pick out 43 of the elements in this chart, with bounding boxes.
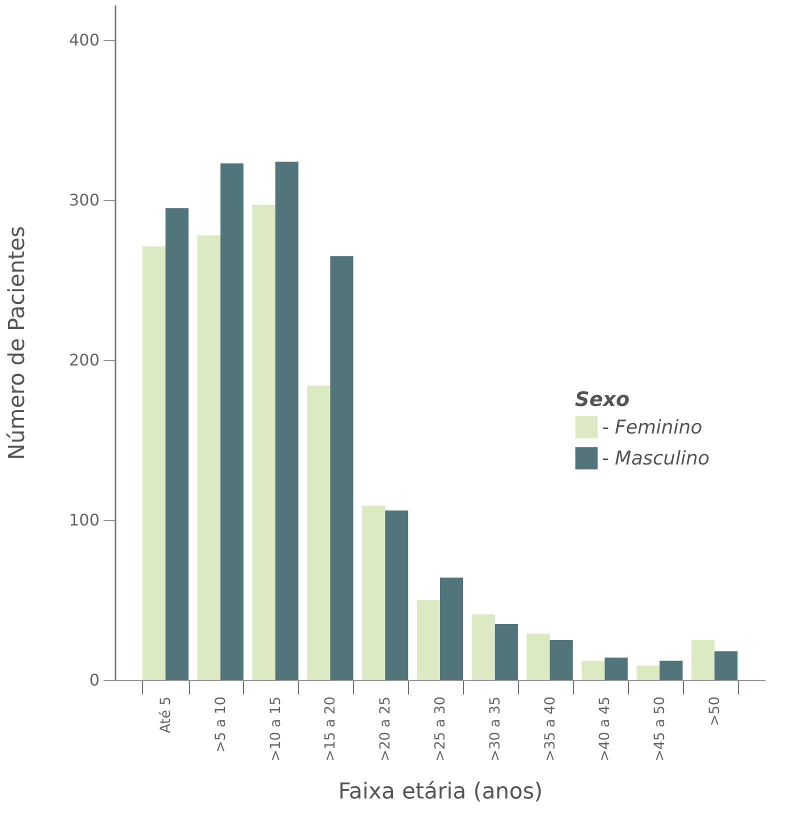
bar (275, 162, 298, 680)
x-tick-label: >10 a 15 (268, 696, 284, 762)
bar (252, 204, 276, 680)
bar (526, 634, 550, 680)
bar (330, 256, 354, 680)
x-tick-label: >35 a 40 (542, 696, 558, 762)
x-tick-label: >20 a 25 (378, 696, 394, 762)
x-tick-label: >25 a 30 (432, 696, 448, 762)
bar (472, 614, 495, 680)
bar (691, 640, 714, 680)
y-tick-label: 100 (68, 510, 100, 530)
y-tick-label: 300 (68, 190, 100, 210)
x-axis-title: Faixa etária (anos) (338, 779, 543, 804)
bar (220, 163, 244, 680)
bar (197, 235, 220, 680)
y-axis-title: Número de Pacientes (4, 226, 30, 460)
bar (636, 666, 660, 680)
bar (416, 600, 440, 680)
x-tick-label: >5 a 10 (212, 696, 229, 752)
x-tick-label: >15 a 20 (322, 696, 339, 762)
y-tick-label: 400 (68, 30, 100, 50)
bar (550, 640, 573, 680)
legend-label: - Masculino (602, 447, 710, 470)
legend-title: Sexo (575, 386, 630, 411)
bar (440, 578, 464, 680)
bar (166, 208, 189, 680)
bar (582, 660, 605, 680)
bar (660, 660, 683, 680)
bar (307, 386, 330, 680)
bar (604, 658, 628, 680)
x-tick-label: >30 a 35 (487, 696, 504, 762)
x-tick-label: >45 a 50 (652, 696, 668, 762)
y-tick-label: 0 (89, 670, 100, 690)
x-tick-label: >50 (706, 696, 723, 726)
bar (362, 506, 386, 680)
bar (385, 510, 408, 680)
bar (494, 624, 518, 680)
bar (142, 246, 166, 680)
bar (714, 651, 738, 680)
x-tick-label: Até 5 (158, 696, 174, 734)
y-tick-label: 200 (68, 350, 100, 370)
x-tick-label: >40 a 45 (597, 696, 614, 762)
legend-label: - Feminino (602, 416, 702, 438)
